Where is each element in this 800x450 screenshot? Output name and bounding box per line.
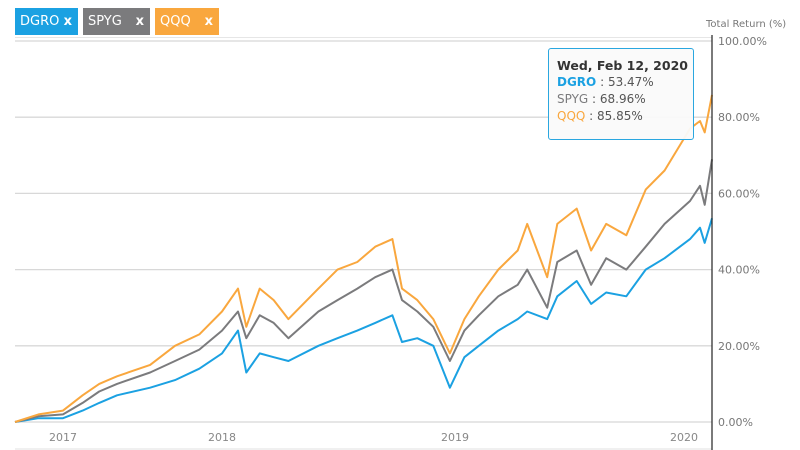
tab-dgro[interactable]: DGRO x <box>15 8 78 35</box>
tab-qqq[interactable]: QQQ x <box>155 8 219 35</box>
tab-label: DGRO <box>20 14 60 29</box>
x-tick-label: 2018 <box>208 431 236 444</box>
series-name: QQQ <box>557 109 586 123</box>
tab-label: SPYG <box>88 14 122 29</box>
y-axis-title: Total Return (%) <box>705 19 786 30</box>
close-icon[interactable]: x <box>63 14 72 29</box>
x-tick-label: 2017 <box>49 431 77 444</box>
series-value: : 85.85% <box>585 109 643 123</box>
x-tick-label: 2020 <box>670 431 698 444</box>
y-tick-label: 80.00% <box>718 111 760 124</box>
y-tick-label: 40.00% <box>718 264 760 277</box>
series-value: : 53.47% <box>596 75 654 89</box>
series-value: : 68.96% <box>588 92 646 106</box>
tab-spyg[interactable]: SPYG x <box>83 8 150 35</box>
tooltip: Wed, Feb 12, 2020 DGRO : 53.47% SPYG : 6… <box>548 48 694 140</box>
tab-label: QQQ <box>160 14 191 29</box>
tooltip-date: Wed, Feb 12, 2020 <box>557 58 688 73</box>
y-tick-label: 0.00% <box>718 416 753 429</box>
series-name: DGRO <box>557 75 597 89</box>
divider <box>15 37 712 38</box>
series-name: SPYG <box>557 92 589 106</box>
y-tick-label: 60.00% <box>718 187 760 200</box>
series-line-qqq[interactable] <box>14 94 713 423</box>
y-tick-label: 20.00% <box>718 340 760 353</box>
tooltip-row-qqq: QQQ : 85.85% <box>557 108 693 125</box>
tooltip-row-dgro: DGRO : 53.47% <box>557 74 693 91</box>
tooltip-row-spyg: SPYG : 68.96% <box>557 91 693 108</box>
close-icon[interactable]: x <box>135 14 144 29</box>
series-line-spyg[interactable] <box>14 159 713 423</box>
y-tick-label: 100.00% <box>718 35 767 48</box>
x-tick-label: 2019 <box>441 431 469 444</box>
series-line-dgro[interactable] <box>14 218 713 423</box>
close-icon[interactable]: x <box>204 14 213 29</box>
